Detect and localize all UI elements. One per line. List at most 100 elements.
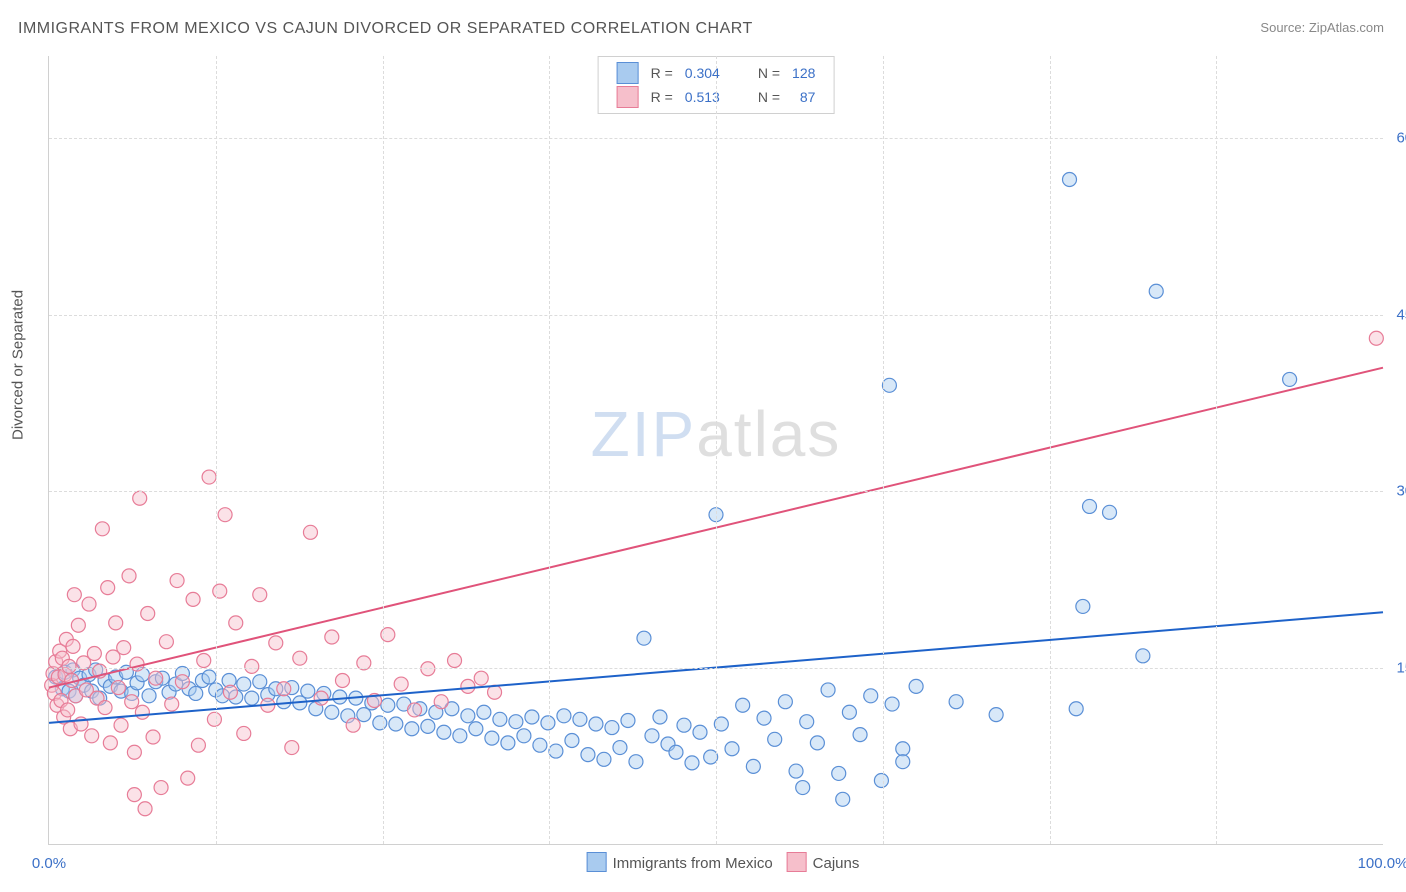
- data-point-mexico: [746, 759, 760, 773]
- data-point-mexico: [485, 731, 499, 745]
- y-tick-label: 60.0%: [1396, 130, 1406, 147]
- data-point-cajun: [335, 674, 349, 688]
- data-point-mexico: [896, 755, 910, 769]
- data-point-mexico: [421, 719, 435, 733]
- data-point-cajun: [229, 616, 243, 630]
- data-point-mexico: [885, 697, 899, 711]
- data-point-cajun: [253, 588, 267, 602]
- data-point-mexico: [189, 686, 203, 700]
- legend-n-label: N =: [752, 61, 786, 85]
- grid-line-vertical: [383, 56, 384, 844]
- data-point-mexico: [469, 722, 483, 736]
- legend-r-value: 0.513: [679, 85, 726, 109]
- data-point-cajun: [346, 718, 360, 732]
- data-point-cajun: [285, 741, 299, 755]
- data-point-mexico: [1103, 505, 1117, 519]
- data-point-mexico: [557, 709, 571, 723]
- data-point-mexico: [768, 732, 782, 746]
- data-point-mexico: [477, 705, 491, 719]
- data-point-cajun: [154, 781, 168, 795]
- data-point-mexico: [637, 631, 651, 645]
- legend-swatch-mexico: [617, 62, 639, 84]
- chart-title: IMMIGRANTS FROM MEXICO VS CAJUN DIVORCED…: [18, 20, 753, 38]
- data-point-cajun: [98, 701, 112, 715]
- data-point-cajun: [165, 697, 179, 711]
- plot-area: ZIPatlas R =0.304N =128R =0.513N =87 Imm…: [48, 56, 1383, 845]
- data-point-mexico: [864, 689, 878, 703]
- data-point-mexico: [796, 781, 810, 795]
- data-point-cajun: [474, 671, 488, 685]
- y-tick-label: 45.0%: [1396, 306, 1406, 323]
- y-tick-label: 15.0%: [1396, 659, 1406, 676]
- data-point-cajun: [133, 491, 147, 505]
- data-point-mexico: [509, 715, 523, 729]
- data-point-mexico: [621, 714, 635, 728]
- data-point-mexico: [437, 725, 451, 739]
- data-point-cajun: [325, 630, 339, 644]
- data-point-mexico: [1083, 499, 1097, 513]
- data-point-cajun: [394, 677, 408, 691]
- data-point-mexico: [757, 711, 771, 725]
- legend-r-label: R =: [645, 85, 679, 109]
- data-point-mexico: [525, 710, 539, 724]
- data-point-mexico: [736, 698, 750, 712]
- data-point-cajun: [207, 712, 221, 726]
- grid-line-vertical: [1216, 56, 1217, 844]
- data-point-cajun: [488, 685, 502, 699]
- data-point-cajun: [175, 675, 189, 689]
- legend-swatch-cajun: [617, 86, 639, 108]
- data-point-cajun: [130, 657, 144, 671]
- y-axis-label: Divorced or Separated: [10, 290, 27, 440]
- data-point-cajun: [245, 659, 259, 673]
- legend-r-value: 0.304: [679, 61, 726, 85]
- source-link[interactable]: ZipAtlas.com: [1309, 20, 1384, 35]
- data-point-mexico: [677, 718, 691, 732]
- legend-n-value: 87: [786, 85, 821, 109]
- data-point-mexico: [778, 695, 792, 709]
- data-point-mexico: [725, 742, 739, 756]
- grid-line-vertical: [1050, 56, 1051, 844]
- data-point-mexico: [821, 683, 835, 697]
- data-point-mexico: [461, 709, 475, 723]
- data-point-cajun: [125, 695, 139, 709]
- data-point-mexico: [589, 717, 603, 731]
- data-point-cajun: [1369, 331, 1383, 345]
- data-point-cajun: [67, 588, 81, 602]
- legend-n-label: N =: [752, 85, 786, 109]
- x-tick-label: 100.0%: [1358, 855, 1406, 872]
- legend-r-label: R =: [645, 61, 679, 85]
- data-point-mexico: [853, 728, 867, 742]
- data-point-cajun: [223, 685, 237, 699]
- data-point-mexico: [949, 695, 963, 709]
- data-point-mexico: [581, 748, 595, 762]
- data-point-cajun: [303, 525, 317, 539]
- data-point-mexico: [909, 679, 923, 693]
- data-point-mexico: [685, 756, 699, 770]
- data-point-mexico: [645, 729, 659, 743]
- data-point-mexico: [325, 705, 339, 719]
- data-point-cajun: [293, 651, 307, 665]
- data-point-cajun: [101, 581, 115, 595]
- data-point-cajun: [237, 726, 251, 740]
- data-point-mexico: [493, 712, 507, 726]
- data-point-mexico: [389, 717, 403, 731]
- data-point-mexico: [597, 752, 611, 766]
- data-point-cajun: [149, 671, 163, 685]
- y-tick-label: 30.0%: [1396, 483, 1406, 500]
- data-point-mexico: [1069, 702, 1083, 716]
- data-point-mexico: [533, 738, 547, 752]
- legend-bottom-label-mexico: Immigrants from Mexico: [613, 855, 773, 872]
- data-point-cajun: [111, 681, 125, 695]
- data-point-mexico: [301, 684, 315, 698]
- data-point-cajun: [62, 659, 76, 673]
- data-point-mexico: [832, 766, 846, 780]
- data-point-mexico: [517, 729, 531, 743]
- data-point-mexico: [896, 742, 910, 756]
- data-point-mexico: [800, 715, 814, 729]
- data-point-cajun: [85, 729, 99, 743]
- data-point-cajun: [66, 639, 80, 653]
- data-point-cajun: [186, 592, 200, 606]
- data-point-cajun: [114, 718, 128, 732]
- data-point-mexico: [549, 744, 563, 758]
- data-point-cajun: [314, 691, 328, 705]
